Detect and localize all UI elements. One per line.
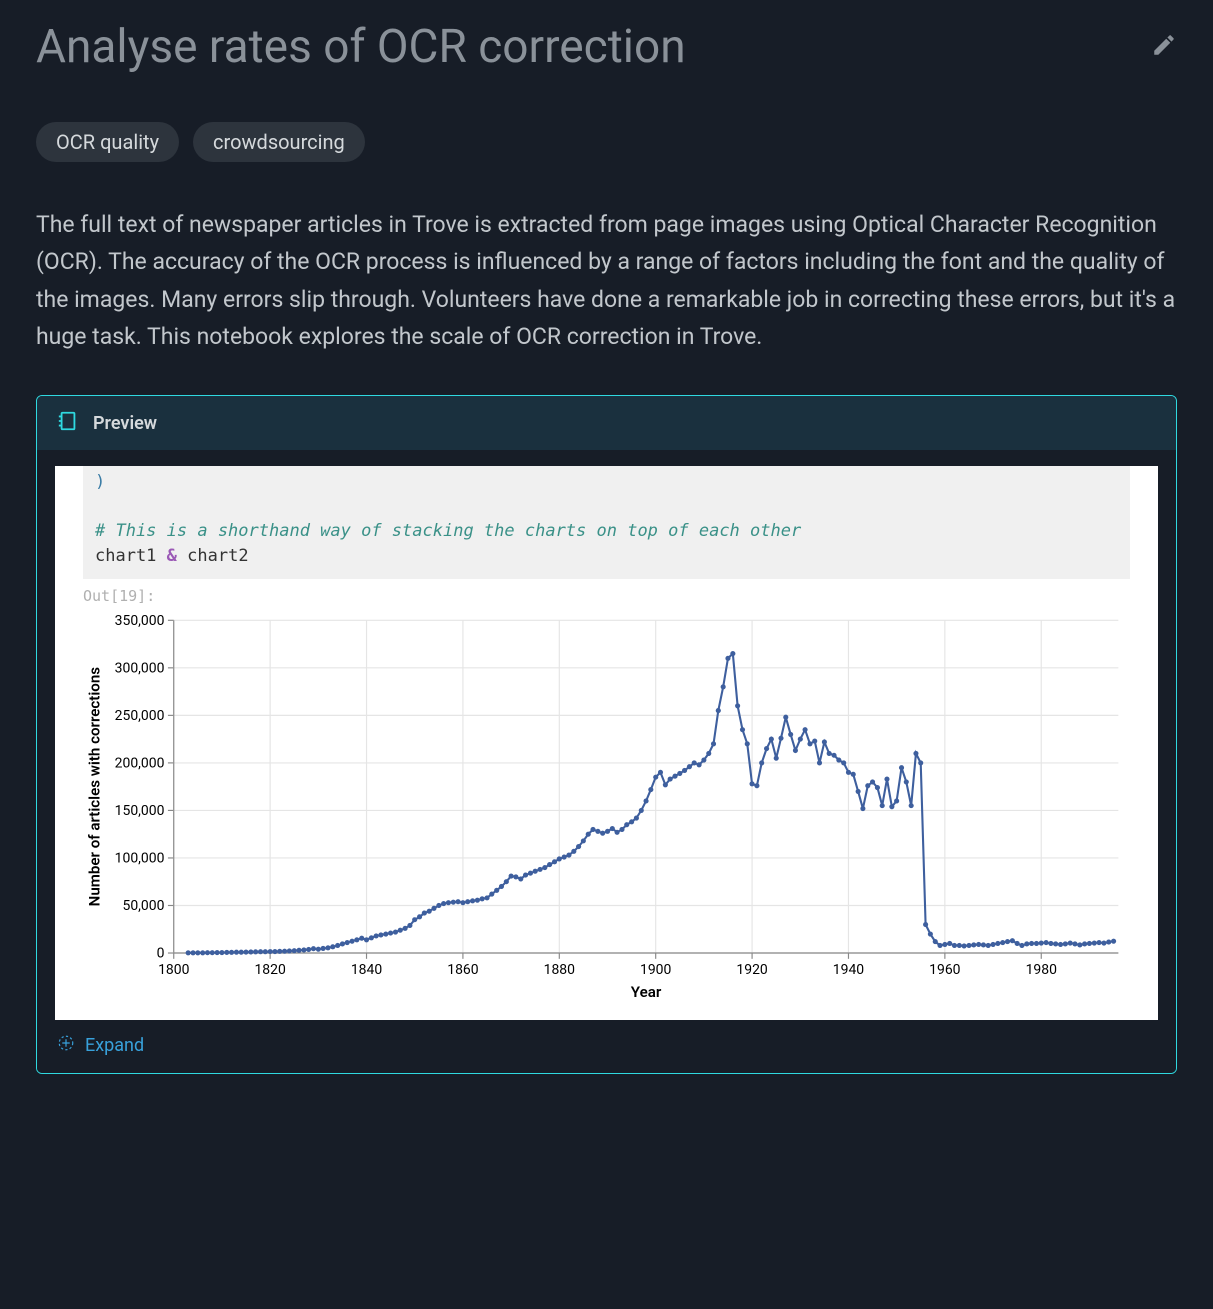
code-cell: ) # This is a shorthand way of stacking … [83, 466, 1130, 579]
svg-text:200,000: 200,000 [115, 755, 165, 771]
code-comment: # This is a shorthand way of stacking th… [95, 521, 801, 541]
svg-text:300,000: 300,000 [115, 660, 165, 676]
expand-label: Expand [85, 1035, 144, 1056]
edit-icon[interactable] [1151, 32, 1177, 62]
svg-text:1800: 1800 [158, 962, 189, 978]
svg-text:1880: 1880 [544, 962, 575, 978]
code-paren: ) [95, 472, 105, 492]
tag-crowdsourcing[interactable]: crowdsourcing [193, 122, 365, 162]
svg-text:0: 0 [157, 945, 165, 961]
svg-text:250,000: 250,000 [115, 708, 165, 724]
expand-icon [57, 1034, 75, 1057]
svg-text:Number of articles with correc: Number of articles with corrections [85, 666, 103, 906]
page-description: The full text of newspaper articles in T… [36, 206, 1177, 355]
svg-text:150,000: 150,000 [115, 803, 165, 819]
chart-container: 0 50,000 100,000 150,000 200,000 250,000 300,0… [83, 611, 1130, 1007]
output-label: Out[19]: [83, 587, 1158, 605]
preview-card: Preview ) # This is a shorthand way of s… [36, 395, 1177, 1074]
svg-text:50,000: 50,000 [123, 898, 165, 914]
svg-text:1900: 1900 [640, 962, 671, 978]
svg-text:1960: 1960 [929, 962, 960, 978]
svg-text:100,000: 100,000 [115, 850, 165, 866]
notebook-panel: ) # This is a shorthand way of stacking … [55, 466, 1158, 1020]
svg-text:1820: 1820 [254, 962, 285, 978]
svg-text:1920: 1920 [736, 962, 767, 978]
page-header: Analyse rates of OCR correction [36, 20, 1177, 74]
preview-label: Preview [93, 413, 157, 434]
expand-button[interactable]: Expand [37, 1020, 1176, 1073]
svg-text:350,000: 350,000 [115, 613, 165, 629]
page-title: Analyse rates of OCR correction [36, 20, 686, 74]
tag-ocr-quality[interactable]: OCR quality [36, 122, 179, 162]
preview-header: Preview [37, 396, 1176, 450]
svg-text:1940: 1940 [833, 962, 864, 978]
svg-text:1840: 1840 [351, 962, 382, 978]
svg-text:1980: 1980 [1026, 962, 1057, 978]
tags: OCR quality crowdsourcing [36, 122, 1177, 162]
svg-text:Year: Year [631, 983, 662, 1001]
code-chart2: chart2 [187, 546, 248, 566]
notebook-icon [57, 410, 79, 436]
code-op: & [167, 546, 177, 566]
corrections-chart: 0 50,000 100,000 150,000 200,000 250,000 300,0… [83, 611, 1130, 1007]
code-chart1: chart1 [95, 546, 156, 566]
svg-text:1860: 1860 [447, 962, 478, 978]
